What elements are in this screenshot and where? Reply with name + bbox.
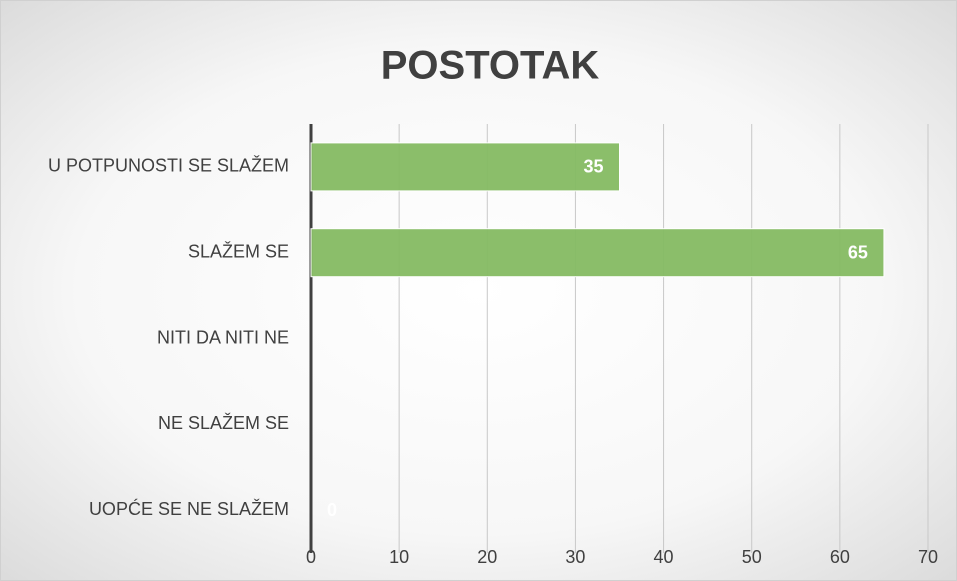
y-tick-label: SLAŽEM SE (188, 241, 289, 261)
chart-title: POSTOTAK (381, 44, 600, 88)
y-tick-label: U POTPUNOSTI SE SLAŽEM (48, 156, 289, 176)
x-tick-label: 10 (389, 547, 409, 567)
x-tick-label: 70 (918, 547, 938, 567)
x-tick-label: 60 (830, 547, 850, 567)
data-label: 65 (848, 242, 868, 262)
x-tick-label: 50 (742, 547, 762, 567)
x-tick-label: 40 (654, 547, 674, 567)
data-label: 0 (327, 500, 337, 520)
x-tick-label: 20 (477, 547, 497, 567)
data-label: 35 (583, 157, 603, 177)
x-tick-label: 0 (306, 547, 316, 567)
y-tick-label: UOPĆE SE NE SLAŽEM (89, 498, 289, 519)
x-tick-label: 30 (565, 547, 585, 567)
y-tick-label: NITI DA NITI NE (157, 327, 289, 347)
bar (310, 228, 885, 278)
bar (310, 142, 620, 192)
y-tick-label: NE SLAŽEM SE (158, 413, 289, 433)
